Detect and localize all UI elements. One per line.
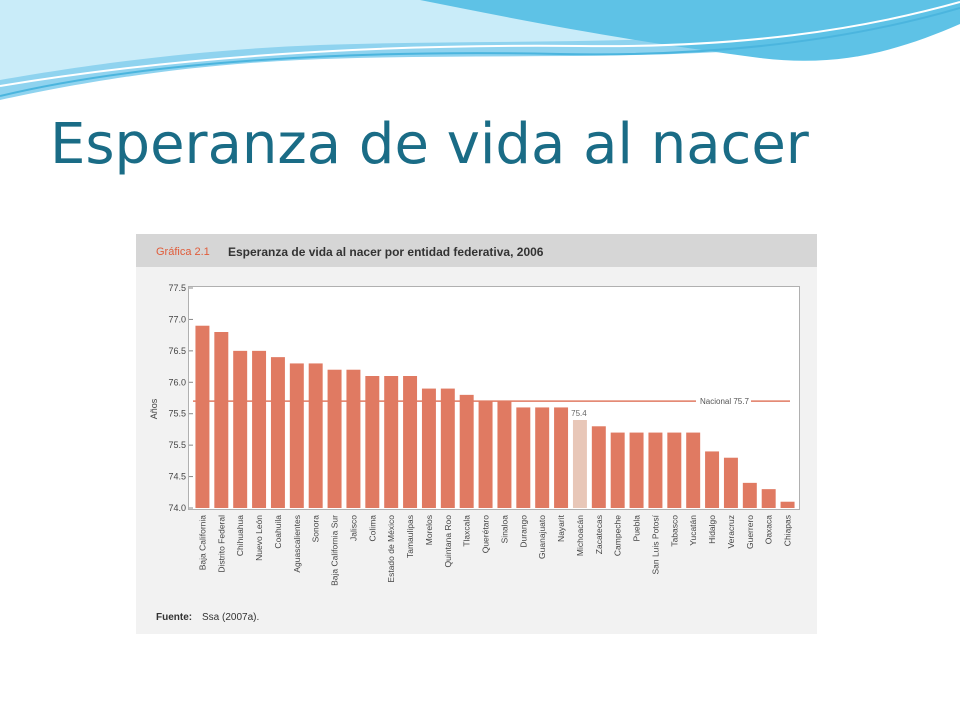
figure-title: Esperanza de vida al nacer por entidad f… [228,245,544,259]
category-label: Sonora [311,515,321,543]
category-label: Chiapas [783,515,793,546]
bar [629,432,644,508]
bar [214,332,229,508]
bar [667,432,682,508]
y-tick-label: 77.5 [168,283,186,293]
category-label: Baja California Sur [330,515,340,586]
y-tick-label: 75.5 [168,409,186,419]
category-label: Durango [518,515,528,548]
bar [723,457,738,508]
category-label: San Luis Potosí [650,514,660,574]
category-label: Colima [367,515,377,542]
category-label: Distrito Federal [216,515,226,573]
bar [421,388,436,508]
bar [233,350,248,508]
bar [686,432,701,508]
bar [403,376,418,508]
category-label: Aguascalientes [292,515,302,573]
category-label: Coahuila [273,515,283,549]
category-label: Estado de México [386,515,396,583]
category-label: Querétaro [481,515,491,554]
figure-number: Gráfica 2.1 [156,246,210,258]
category-label: Guerrero [745,515,755,549]
bar [289,363,304,508]
bar [195,325,210,508]
category-label: Morelos [424,515,434,545]
bar [459,394,474,508]
category-label: Hidalgo [707,515,717,544]
category-label: Yucatán [688,515,698,546]
source-text: Ssa (2007a). [202,612,260,623]
source-label: Fuente: [156,612,193,623]
category-label: Veracruz [726,515,736,549]
bar [554,407,569,508]
bar [780,501,795,508]
slide-title: Esperanza de vida al nacer [50,112,809,177]
bar [516,407,531,508]
bar [478,401,493,508]
category-label: Puebla [632,515,642,542]
y-tick-label: 77.0 [168,314,186,324]
bar [308,363,323,508]
category-label: Nuevo León [254,515,264,561]
bar [384,376,399,508]
highlight-value-label: 75.4 [571,409,587,418]
category-label: Tabasco [669,515,679,547]
y-tick-label: 74.5 [168,472,186,482]
figure-header: Gráfica 2.1 Esperanza de vida al nacer p… [136,234,817,267]
y-tick-label: 76.5 [168,346,186,356]
bar [535,407,550,508]
bar [270,357,285,508]
bar [761,489,776,508]
bar [440,388,455,508]
category-label: Tlaxcala [462,515,472,547]
y-tick-label: 76.0 [168,377,186,387]
header-wave-decoration [0,0,960,100]
bar [591,426,606,508]
category-label: Campeche [613,515,623,556]
category-label: Oaxaca [764,515,774,545]
bar [705,451,720,508]
bar [365,376,380,508]
category-label: Sinaloa [499,515,509,544]
category-label: Chihuahua [235,515,245,556]
category-label: Nayarit [556,514,566,542]
bar [742,482,757,508]
y-tick-label: 75.5 [168,440,186,450]
bar [572,420,587,508]
category-label: Tamaulipas [405,515,415,558]
bar [610,432,625,508]
category-label: Quintana Roo [443,515,453,568]
y-tick-label: 74.0 [168,503,186,513]
bar [648,432,663,508]
category-label: Zacatecas [594,515,604,554]
reference-line-label: Nacional 75.7 [700,397,749,406]
y-axis-label: Años [149,398,159,419]
bar [252,350,267,508]
category-label: Guanajuato [537,515,547,559]
bar [497,401,512,508]
category-label: Baja California [197,515,207,571]
category-label: Michoacán [575,515,585,556]
bar [327,369,342,508]
category-label: Jalisco [348,515,358,541]
bar [346,369,361,508]
